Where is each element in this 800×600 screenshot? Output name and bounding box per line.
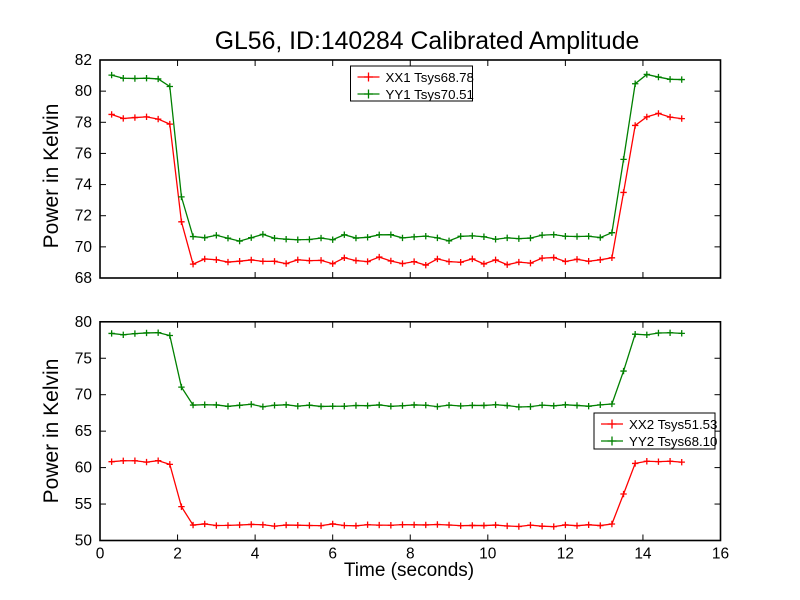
svg-text:65: 65 (75, 423, 92, 440)
svg-text:0: 0 (96, 546, 105, 563)
svg-text:XX1 Tsys68.78: XX1 Tsys68.78 (386, 70, 474, 85)
svg-text:14: 14 (634, 546, 652, 563)
svg-text:16: 16 (712, 546, 729, 563)
svg-text:74: 74 (75, 177, 93, 194)
svg-text:XX2 Tsys51.53: XX2 Tsys51.53 (629, 417, 717, 432)
svg-text:82: 82 (75, 52, 92, 69)
svg-text:72: 72 (75, 208, 92, 225)
svg-text:68: 68 (75, 270, 92, 287)
svg-text:10: 10 (479, 546, 497, 563)
svg-text:75: 75 (75, 350, 92, 367)
svg-text:Power in Kelvin: Power in Kelvin (40, 359, 63, 504)
svg-text:6: 6 (328, 546, 337, 563)
svg-text:70: 70 (75, 239, 93, 256)
svg-text:76: 76 (75, 145, 92, 162)
svg-text:GL56, ID:140284 Calibrated Amp: GL56, ID:140284 Calibrated Amplitude (215, 28, 640, 55)
svg-text:YY2 Tsys68.10: YY2 Tsys68.10 (629, 434, 717, 449)
svg-text:50: 50 (75, 533, 93, 550)
svg-text:80: 80 (75, 314, 93, 331)
svg-text:YY1 Tsys70.51: YY1 Tsys70.51 (386, 87, 474, 102)
svg-text:12: 12 (557, 546, 574, 563)
svg-text:2: 2 (173, 546, 182, 563)
svg-text:Power in Kelvin: Power in Kelvin (40, 104, 63, 249)
svg-text:78: 78 (75, 114, 92, 131)
svg-text:70: 70 (75, 387, 93, 404)
svg-text:55: 55 (75, 496, 92, 513)
svg-text:4: 4 (251, 546, 260, 563)
svg-text:80: 80 (75, 83, 93, 100)
svg-text:Time (seconds): Time (seconds) (344, 560, 474, 581)
svg-text:60: 60 (75, 460, 93, 477)
